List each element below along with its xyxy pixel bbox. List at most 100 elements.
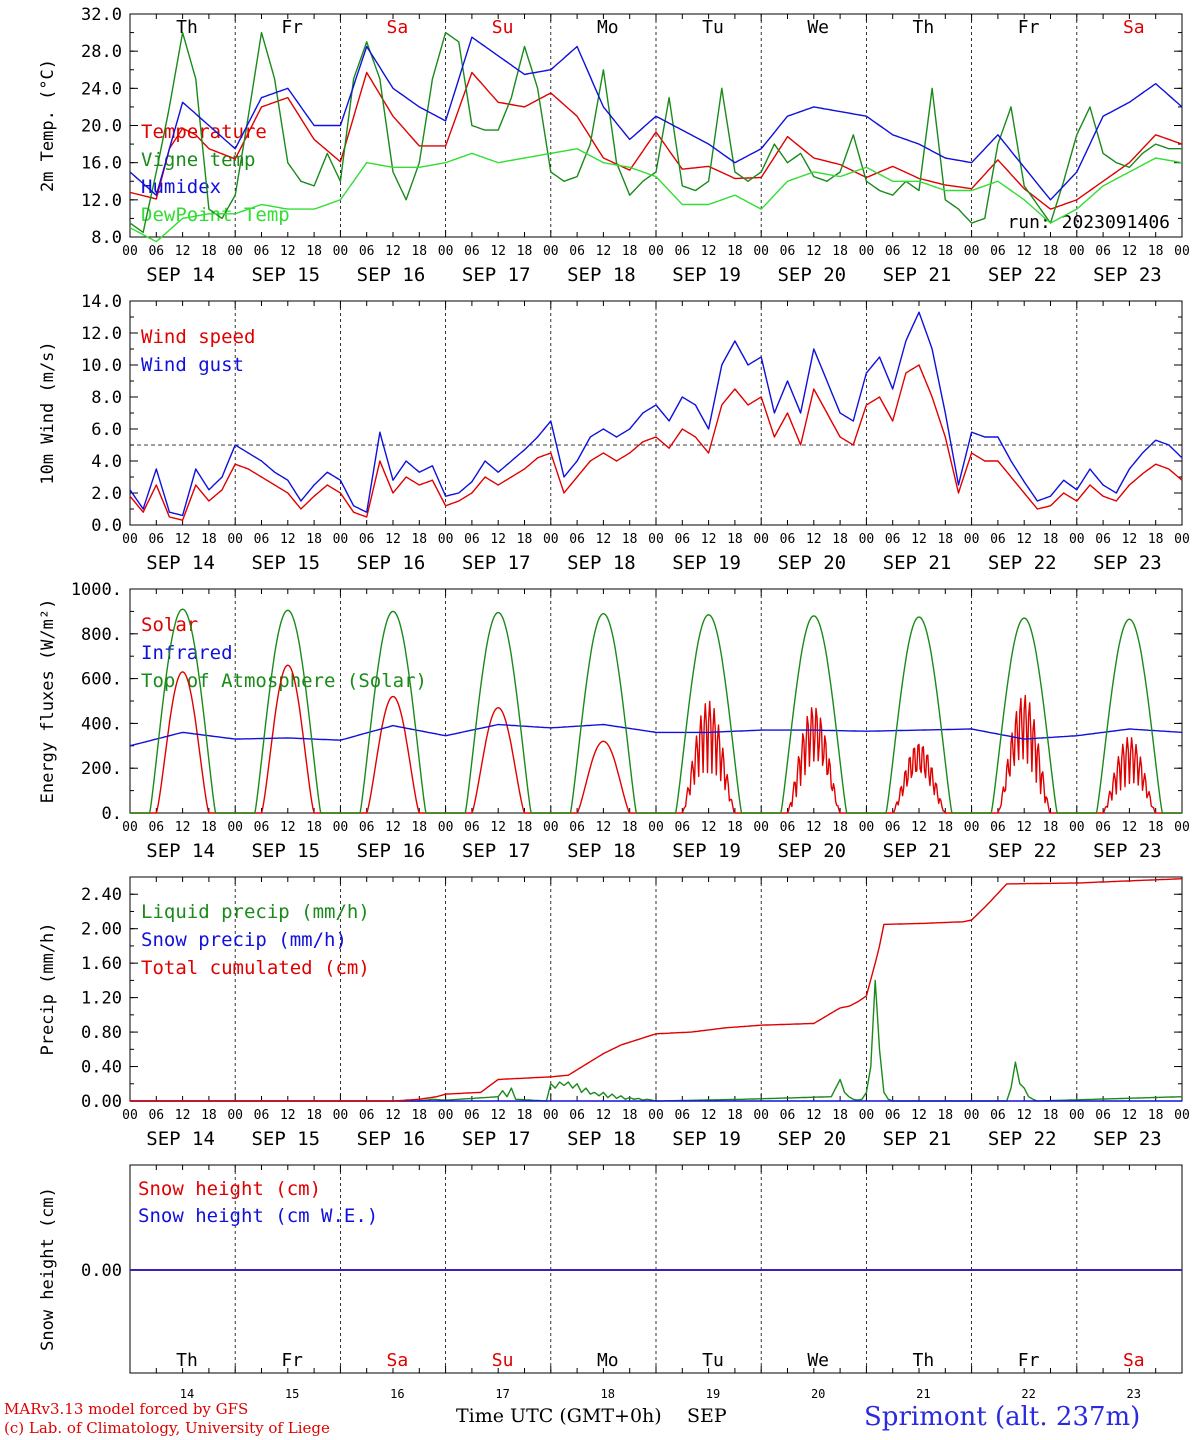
hour-label: 12 [596, 820, 612, 835]
series-line-dewpoint-temp [129, 148, 1183, 243]
hour-label: 00 [122, 1108, 138, 1123]
hour-label: 12 [806, 1108, 822, 1123]
station-label: Sprimont (alt. 237m) [864, 1402, 1141, 1432]
date-label: SEP 19 [672, 552, 741, 574]
hour-label: 00 [648, 1108, 664, 1123]
run-annotation: run: 2023091406 [1007, 212, 1170, 233]
series-line-temperature [129, 71, 1183, 210]
hour-label: 12 [490, 820, 506, 835]
hour-label: 12 [385, 820, 401, 835]
day-number-label: 15 [285, 1387, 299, 1401]
hour-label: 00 [1174, 820, 1190, 835]
date-label: SEP 16 [357, 1128, 426, 1150]
weekday-label: Sa [387, 1350, 409, 1371]
hour-label: 00 [333, 820, 349, 835]
hour-label: 06 [885, 1108, 901, 1123]
hour-label: 00 [964, 1108, 980, 1123]
legend-entry: Total cumulated (cm) [141, 957, 370, 979]
weekday-label: Mo [597, 17, 619, 38]
hour-label: 12 [1122, 820, 1138, 835]
weekday-label: Fr [281, 1350, 303, 1371]
hour-label: 00 [438, 820, 454, 835]
series-line-top-of-atmosphere-solar- [130, 608, 1182, 814]
date-label: SEP 23 [1093, 1128, 1162, 1150]
hour-label: 06 [464, 244, 480, 259]
y-tick-label: 2.0 [91, 484, 122, 504]
hour-label: 06 [464, 1108, 480, 1123]
y-tick-label: 0.80 [81, 1023, 122, 1043]
weekday-label: Th [913, 1350, 935, 1371]
hour-label: 00 [1069, 820, 1085, 835]
date-label: SEP 20 [777, 264, 846, 286]
hour-label: 00 [543, 532, 559, 547]
hour-label: 12 [701, 820, 717, 835]
hour-label: 12 [701, 1108, 717, 1123]
hour-label: 18 [517, 1108, 533, 1123]
panel-4: 0.00 0.40 0.80 1.20 1.60 2.00 2.40 Precip (mm/h… [38, 876, 1190, 1150]
hour-label: 00 [859, 244, 875, 259]
hour-label: 06 [780, 532, 796, 547]
legend-entry: Infrared [141, 642, 233, 664]
hour-label: 12 [701, 244, 717, 259]
legend-entry: Solar [141, 614, 198, 636]
hour-label: 18 [937, 820, 953, 835]
y-tick-label: 400. [81, 714, 122, 734]
hour-label: 18 [411, 244, 427, 259]
hour-label: 18 [201, 1108, 217, 1123]
date-label: SEP 16 [357, 840, 426, 862]
date-label: SEP 14 [146, 840, 215, 862]
hour-label: 12 [596, 532, 612, 547]
hour-label: 00 [964, 820, 980, 835]
date-label: SEP 23 [1093, 840, 1162, 862]
weekday-label: Su [492, 17, 514, 38]
hour-label: 06 [569, 532, 585, 547]
weekday-label: Sa [1123, 1350, 1145, 1371]
hour-label: 00 [227, 244, 243, 259]
time-axis-label: Time UTC (GMT+0h) [456, 1405, 662, 1427]
legend-entry: Vigne temp [141, 149, 255, 171]
weekday-label: Fr [1018, 1350, 1040, 1371]
hour-label: 06 [674, 1108, 690, 1123]
date-label: SEP 20 [777, 1128, 846, 1150]
panel-3: 0. 200. 400. 600. 800. 1000. Energy fluxes (W/… [38, 580, 1190, 862]
date-label: SEP 21 [883, 264, 952, 286]
hour-label: 12 [1122, 244, 1138, 259]
hour-label: 06 [464, 820, 480, 835]
hour-label: 12 [385, 532, 401, 547]
date-label: SEP 22 [988, 552, 1057, 574]
hour-label: 00 [859, 820, 875, 835]
hour-label: 00 [543, 1108, 559, 1123]
date-label: SEP 23 [1093, 264, 1162, 286]
weekday-label: Sa [387, 17, 409, 38]
hour-label: 18 [1148, 244, 1164, 259]
date-label: SEP 14 [146, 552, 215, 574]
hour-label: 06 [569, 820, 585, 835]
hour-label: 06 [885, 820, 901, 835]
date-label: SEP 15 [251, 840, 320, 862]
panel-5: 0.00 Snow height (cm) Th Fr Sa Su Mo Tu We Th Fr Sa… [38, 1164, 1183, 1401]
date-label: SEP 20 [777, 840, 846, 862]
hour-label: 06 [990, 820, 1006, 835]
hour-label: 18 [1043, 820, 1059, 835]
hour-label: 12 [175, 532, 191, 547]
weekday-label: Th [176, 17, 198, 38]
weekday-label: Su [492, 1350, 514, 1371]
weekday-label: We [807, 1350, 829, 1371]
date-label: SEP 18 [567, 264, 636, 286]
y-tick-label: 200. [81, 759, 122, 779]
legend-entry: Wind gust [141, 354, 244, 376]
hour-label: 18 [411, 1108, 427, 1123]
date-label: SEP 17 [462, 840, 531, 862]
legend-entry: Wind speed [141, 326, 255, 348]
hour-label: 06 [359, 532, 375, 547]
day-number-label: 22 [1021, 1387, 1035, 1401]
hour-label: 18 [1043, 532, 1059, 547]
y-tick-label: 16.0 [81, 154, 122, 174]
date-label: SEP 21 [883, 552, 952, 574]
hour-label: 06 [569, 1108, 585, 1123]
hour-label: 12 [911, 244, 927, 259]
hour-label: 12 [490, 1108, 506, 1123]
hour-label: 18 [832, 532, 848, 547]
hour-label: 18 [832, 244, 848, 259]
hour-label: 00 [122, 244, 138, 259]
